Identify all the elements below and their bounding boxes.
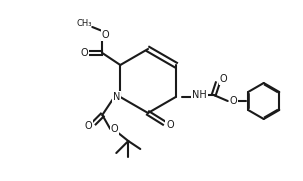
Text: O: O <box>220 74 228 84</box>
Text: O: O <box>85 121 92 131</box>
Text: CH₃: CH₃ <box>77 18 92 28</box>
Text: O: O <box>230 96 238 106</box>
Text: O: O <box>166 120 174 130</box>
Text: O: O <box>102 30 109 40</box>
Text: N: N <box>113 92 120 102</box>
Text: NH: NH <box>192 90 207 100</box>
Text: O: O <box>111 124 118 134</box>
Text: O: O <box>81 48 88 58</box>
